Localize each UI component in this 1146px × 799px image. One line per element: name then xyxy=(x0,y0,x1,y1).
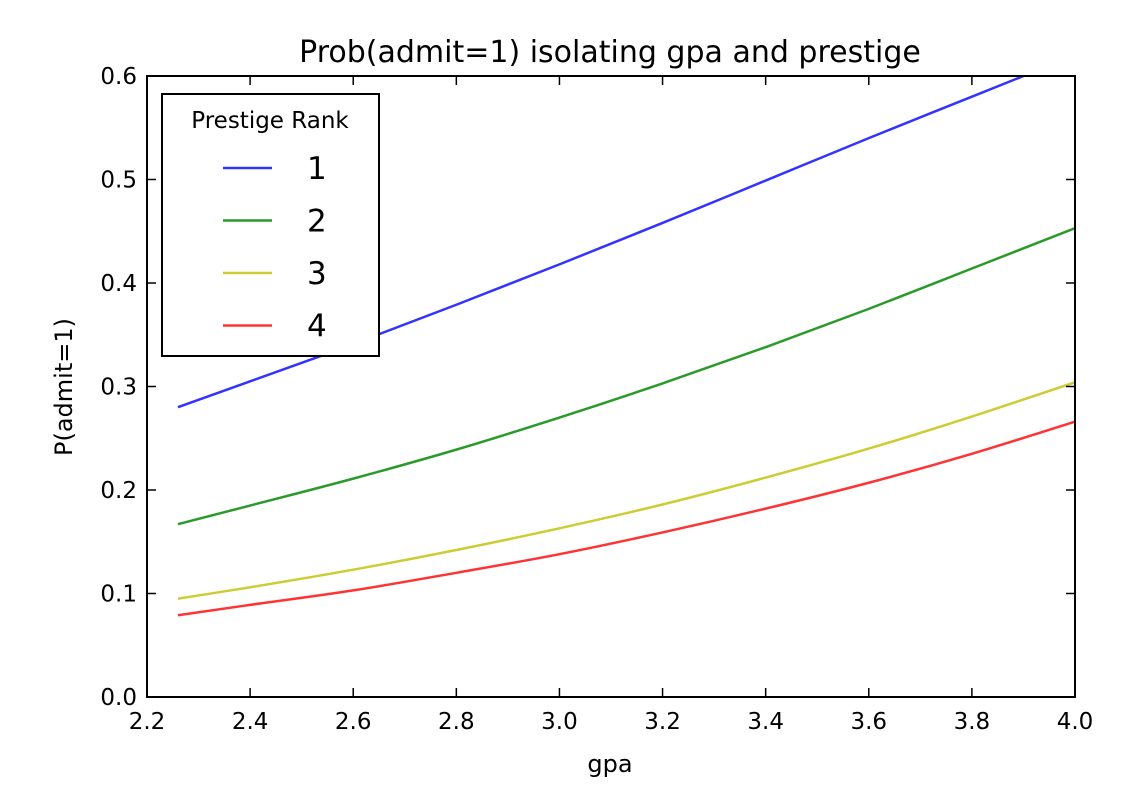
y-tick-label: 0.6 xyxy=(100,64,137,90)
legend-label-4: 4 xyxy=(307,309,327,345)
x-tick-label: 3.2 xyxy=(644,709,681,735)
y-axis-label: P(admit=1) xyxy=(50,318,78,456)
x-axis-label: gpa xyxy=(587,750,632,778)
x-tick-label: 2.4 xyxy=(232,709,269,735)
plot-area: 2.2 2.4 2.6 2.8 3.0 3.2 3.4 3.6 3.8 4.0 0.0 0.1 0.2 0… xyxy=(100,64,1094,735)
legend-title: Prestige Rank xyxy=(191,108,349,134)
x-tick-label: 2.8 xyxy=(438,709,475,735)
y-tick-label: 0.5 xyxy=(100,168,137,194)
legend-label-1: 1 xyxy=(307,151,327,187)
y-tick-label: 0.2 xyxy=(100,478,137,504)
x-tick-label: 4.0 xyxy=(1057,709,1094,735)
legend-box xyxy=(161,93,380,357)
y-tick-label: 0.4 xyxy=(100,271,137,297)
y-tick-label: 0.3 xyxy=(100,375,137,401)
legend: Prestige Rank 1 2 3 4 xyxy=(161,93,380,357)
legend-label-2: 2 xyxy=(307,204,327,240)
series-lines xyxy=(177,76,1075,617)
x-tick-label: 2.2 xyxy=(129,709,166,735)
x-tick-label: 3.6 xyxy=(850,709,887,735)
x-tick-label: 2.6 xyxy=(335,709,372,735)
chart-title: Prob(admit=1) isolating gpa and prestige xyxy=(299,35,921,70)
legend-label-3: 3 xyxy=(307,256,327,292)
x-tick-label: 3.8 xyxy=(954,709,991,735)
series-line-2 xyxy=(177,226,1075,526)
y-tick-label: 0.1 xyxy=(100,582,137,608)
x-tick-label: 3.4 xyxy=(747,709,784,735)
x-tick-label: 3.0 xyxy=(541,709,578,735)
series-line-4 xyxy=(177,420,1075,617)
series-line-3 xyxy=(177,381,1075,600)
series-line-1 xyxy=(177,76,1027,409)
y-tick-label: 0.0 xyxy=(100,685,137,711)
